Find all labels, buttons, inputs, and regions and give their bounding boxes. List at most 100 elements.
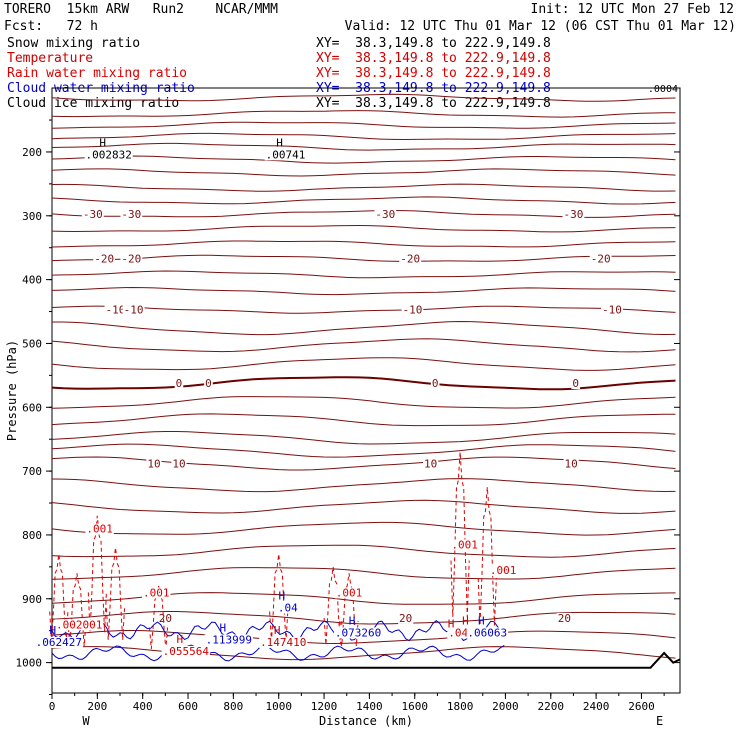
isotherm-label: 0 <box>432 377 439 390</box>
isotherm-label-bg <box>81 208 104 220</box>
x-tick-label: 600 <box>178 700 198 713</box>
isotherm-label: -10 <box>602 304 622 317</box>
isotherm-line <box>51 183 676 192</box>
isotherm-label: -20 <box>94 253 114 266</box>
isotherm-line <box>51 168 676 177</box>
rain-contour <box>450 451 470 617</box>
x-end-label-west: W <box>82 714 90 728</box>
y-tick-label: 1000 <box>16 657 43 670</box>
isotherm-label: 20 <box>159 612 172 625</box>
top-right-label: .0004 <box>648 84 678 95</box>
x-end-label-east: E <box>656 714 663 728</box>
forecast-hour: Fcst: 72 h <box>4 19 98 34</box>
y-axis-title: Pressure (hPa) <box>5 340 19 441</box>
maximum-value: .055564 <box>163 645 210 658</box>
isotherm-line <box>51 132 676 141</box>
rain-label-bg <box>142 587 171 599</box>
isotherm-label: 0 <box>205 377 212 390</box>
maximum-value: .00741 <box>266 148 306 161</box>
maximum-marker: H <box>278 590 285 603</box>
y-tick-label: 600 <box>22 401 42 414</box>
isotherm-line <box>51 240 676 248</box>
x-tick-label: 1400 <box>356 700 383 713</box>
rain-label: .001 <box>143 586 170 599</box>
isotherm-line <box>51 431 676 445</box>
y-tick-label: 800 <box>22 529 42 542</box>
isotherm-label: 0 <box>176 377 183 390</box>
legend-field-label: Snow mixing ratio <box>7 36 141 51</box>
isotherm-label-bg <box>556 612 572 624</box>
terrain-line <box>52 651 681 669</box>
maximum-value-bg <box>84 149 133 161</box>
x-tick-label: 1200 <box>311 700 338 713</box>
isotherm-line <box>51 121 676 129</box>
isotherm-line <box>51 646 676 661</box>
rain-contour <box>323 566 343 645</box>
cloud-water-contour <box>51 644 505 662</box>
isotherm-label-bg <box>571 378 581 390</box>
isotherm-label-bg <box>589 253 612 265</box>
isotherm-label-bg <box>174 378 184 390</box>
rain-label: .001 <box>451 539 478 552</box>
isotherm-label: 20 <box>558 612 571 625</box>
isotherm-label-bg <box>120 253 143 265</box>
maximum-value: .04 <box>278 602 298 615</box>
isotherm-label: 0 <box>572 377 579 390</box>
isotherm-label: -30 <box>564 208 584 221</box>
maximum-value-bg <box>276 602 299 614</box>
isotherm-label: -30 <box>375 208 395 221</box>
isotherm-label: -30 <box>83 208 103 221</box>
isotherm-line <box>51 413 676 427</box>
isotherm-line <box>51 224 676 233</box>
isotherm-label: -20 <box>121 253 141 266</box>
maximum-marker: H <box>462 614 469 627</box>
maximum-marker: H <box>349 614 356 627</box>
isotherm-label: 10 <box>424 457 437 470</box>
isotherm-line <box>51 396 676 409</box>
isotherm-label: 20 <box>399 612 412 625</box>
rain-label: .001 <box>336 586 363 599</box>
isotherm-label-bg <box>122 304 145 316</box>
isotherm-label-bg <box>563 458 579 470</box>
zero-isotherm-line <box>51 376 676 391</box>
isotherm-label-bg <box>562 208 585 220</box>
isotherm-label: -10 <box>124 304 144 317</box>
x-tick-label: 1800 <box>447 700 474 713</box>
init-time: Init: 12 UTC Mon 27 Feb 12 <box>530 2 735 17</box>
isotherm-label: 10 <box>147 457 160 470</box>
isotherm-label: -10 <box>403 304 423 317</box>
isotherm-line <box>51 338 676 353</box>
y-tick-label: 200 <box>22 146 42 159</box>
isotherm-line <box>51 567 676 580</box>
rain-contour <box>149 585 169 650</box>
legend-field-xy: XY= 38.3,149.8 to 222.9,149.8 <box>316 66 551 81</box>
legend-field-xy: XY= 38.3,149.8 to 222.9,149.8 <box>316 51 551 66</box>
rain-contour <box>477 487 497 626</box>
x-tick-label: 1000 <box>265 700 292 713</box>
model-title: TORERO 15km ARW Run2 NCAR/MMM <box>4 2 278 17</box>
rain-contour <box>105 547 125 640</box>
maximum-value: H <box>448 617 455 630</box>
rain-contour <box>87 515 107 633</box>
rain-label-bg <box>334 587 364 599</box>
x-tick-label: 1600 <box>401 700 428 713</box>
y-tick-label: 500 <box>22 337 42 350</box>
maximum-value-bg <box>333 627 383 639</box>
maximum-marker: H <box>274 624 281 637</box>
isotherm-label-bg <box>401 304 424 316</box>
maximum-value: .002832 <box>85 148 131 161</box>
isotherm-line <box>51 499 676 514</box>
x-tick-label: 800 <box>223 700 243 713</box>
legend-field-xy: XY= 38.3,149.8 to 222.9,149.8 <box>316 36 551 51</box>
isotherm-line <box>51 443 676 458</box>
rain-label: .001 <box>490 564 517 577</box>
rain-label: .002001 <box>56 618 102 631</box>
isotherm-label-bg <box>399 253 422 265</box>
x-tick-label: 2400 <box>583 700 610 713</box>
isotherm-label-bg <box>423 458 439 470</box>
rain-label-bg <box>55 619 104 631</box>
y-tick-label: 900 <box>22 593 42 606</box>
rain-label: .001 <box>86 523 113 536</box>
isotherm-label-bg <box>374 208 397 220</box>
y-tick-label: 300 <box>22 210 42 223</box>
